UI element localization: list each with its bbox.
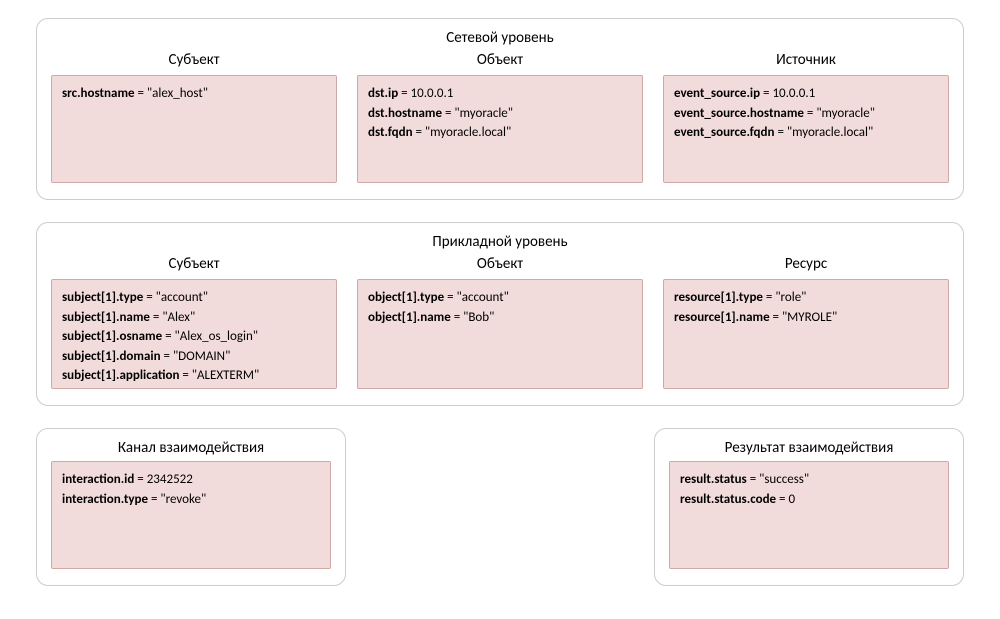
channel-title: Канал взаимодействия — [51, 439, 331, 457]
field-line: event_source.fqdn = "myoracle.local" — [674, 123, 938, 143]
field-key: result.status.code — [680, 492, 776, 507]
application-subject-box: subject[1].type = "account"subject[1].na… — [51, 279, 337, 389]
application-resource-title: Ресурс — [663, 255, 949, 273]
field-key: interaction.id — [62, 472, 134, 487]
field-value: = "account" — [143, 290, 208, 305]
network-object-box: dst.ip = 10.0.0.1dst.hostname = "myoracl… — [357, 75, 643, 183]
field-line: interaction.id = 2342522 — [62, 470, 320, 490]
application-resource-box: resource[1].type = "role"resource[1].nam… — [663, 279, 949, 389]
field-line: event_source.ip = 10.0.0.1 — [674, 84, 938, 104]
field-value: = "DOMAIN" — [161, 349, 231, 364]
field-key: resource[1].name — [674, 310, 770, 325]
field-key: event_source.hostname — [674, 106, 804, 121]
channel-panel: Канал взаимодействия interaction.id = 23… — [36, 428, 346, 586]
network-source-title: Источник — [663, 51, 949, 69]
field-value: = "myoracle" — [804, 106, 875, 121]
field-line: dst.fqdn = "myoracle.local" — [368, 123, 632, 143]
field-value: = 0 — [776, 492, 795, 507]
application-title: Прикладной уровень — [51, 233, 949, 251]
network-title: Сетевой уровень — [51, 29, 949, 47]
field-key: result.status — [680, 472, 747, 487]
channel-box: interaction.id = 2342522interaction.type… — [51, 461, 331, 569]
network-subject-box: src.hostname = "alex_host" — [51, 75, 337, 183]
field-line: subject[1].name = "Alex" — [62, 308, 326, 328]
field-line: object[1].name = "Bob" — [368, 308, 632, 328]
field-key: subject[1].domain — [62, 349, 161, 364]
result-title: Результат взаимодействия — [669, 439, 949, 457]
field-line: resource[1].name = "MYROLE" — [674, 308, 938, 328]
field-value: = "MYROLE" — [770, 310, 838, 325]
field-key: resource[1].type — [674, 290, 763, 305]
field-line: object[1].type = "account" — [368, 288, 632, 308]
field-line: result.status.code = 0 — [680, 490, 938, 510]
field-value: = "Alex" — [150, 310, 195, 325]
channel-col: Канал взаимодействия interaction.id = 23… — [36, 428, 346, 586]
field-key: subject[1].type — [62, 290, 143, 305]
application-subject-title: Субъект — [51, 255, 337, 273]
network-row: Субъект src.hostname = "alex_host" Объек… — [51, 51, 949, 183]
field-line: src.hostname = "alex_host" — [62, 84, 326, 104]
field-line: result.status = "success" — [680, 470, 938, 490]
network-subject-title: Субъект — [51, 51, 337, 69]
field-line: subject[1].application = "ALEXTERM" — [62, 366, 326, 386]
field-line: dst.hostname = "myoracle" — [368, 104, 632, 124]
field-key: dst.ip — [368, 86, 398, 101]
field-line: interaction.type = "revoke" — [62, 490, 320, 510]
field-key: subject[1].osname — [62, 329, 162, 344]
field-key: subject[1].name — [62, 310, 150, 325]
field-key: object[1].name — [368, 310, 451, 325]
field-value: = "account" — [444, 290, 509, 305]
bottom-row: Канал взаимодействия interaction.id = 23… — [36, 428, 964, 586]
field-line: subject[1].type = "account" — [62, 288, 326, 308]
field-key: object[1].type — [368, 290, 444, 305]
field-line: subject[1].domain = "DOMAIN" — [62, 347, 326, 367]
application-object-col: Объект object[1].type = "account"object[… — [357, 255, 643, 389]
field-key: dst.hostname — [368, 106, 442, 121]
network-subject-col: Субъект src.hostname = "alex_host" — [51, 51, 337, 183]
field-key: interaction.type — [62, 492, 148, 507]
field-line: event_source.hostname = "myoracle" — [674, 104, 938, 124]
application-row: Субъект subject[1].type = "account"subje… — [51, 255, 949, 389]
application-object-title: Объект — [357, 255, 643, 273]
result-panel: Результат взаимодействия result.status =… — [654, 428, 964, 586]
field-line: resource[1].type = "role" — [674, 288, 938, 308]
field-value: = "ALEXTERM" — [179, 368, 259, 383]
result-box: result.status = "success"result.status.c… — [669, 461, 949, 569]
field-key: event_source.fqdn — [674, 125, 775, 140]
field-value: = "revoke" — [148, 492, 206, 507]
application-subject-col: Субъект subject[1].type = "account"subje… — [51, 255, 337, 389]
field-value: = "myoracle" — [442, 106, 513, 121]
bottom-spacer — [366, 428, 634, 586]
field-key: subject[1].application — [62, 368, 179, 383]
field-value: = "role" — [763, 290, 806, 305]
field-value: = "myoracle.local" — [413, 125, 512, 140]
field-key: src.hostname — [62, 86, 135, 101]
field-value: = "myoracle.local" — [775, 125, 874, 140]
field-value: = "Alex_os_login" — [162, 329, 258, 344]
network-panel: Сетевой уровень Субъект src.hostname = "… — [36, 18, 964, 200]
field-key: event_source.ip — [674, 86, 760, 101]
application-object-box: object[1].type = "account"object[1].name… — [357, 279, 643, 389]
network-source-box: event_source.ip = 10.0.0.1event_source.h… — [663, 75, 949, 183]
network-object-col: Объект dst.ip = 10.0.0.1dst.hostname = "… — [357, 51, 643, 183]
field-value: = "success" — [747, 472, 809, 487]
field-value: = 2342522 — [134, 472, 192, 487]
network-object-title: Объект — [357, 51, 643, 69]
field-key: dst.fqdn — [368, 125, 413, 140]
application-resource-col: Ресурс resource[1].type = "role"resource… — [663, 255, 949, 389]
field-value: = "Bob" — [451, 310, 495, 325]
field-value: = "alex_host" — [135, 86, 208, 101]
network-source-col: Источник event_source.ip = 10.0.0.1event… — [663, 51, 949, 183]
field-value: = 10.0.0.1 — [760, 86, 815, 101]
result-col: Результат взаимодействия result.status =… — [654, 428, 964, 586]
field-line: subject[1].osname = "Alex_os_login" — [62, 327, 326, 347]
field-line: dst.ip = 10.0.0.1 — [368, 84, 632, 104]
field-value: = 10.0.0.1 — [398, 86, 453, 101]
application-panel: Прикладной уровень Субъект subject[1].ty… — [36, 222, 964, 406]
